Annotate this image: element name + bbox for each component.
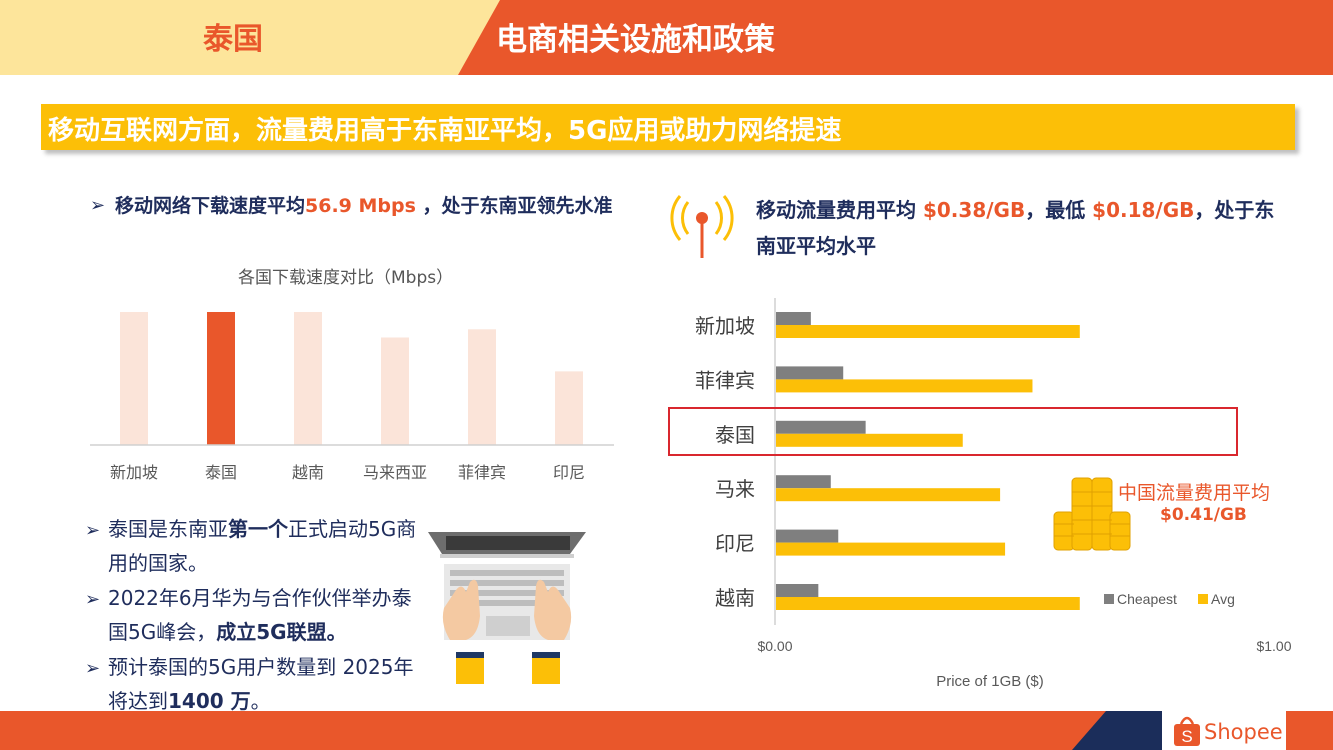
speed-bar [294, 312, 322, 445]
legend-cheapest: Cheapest [1117, 591, 1177, 607]
avg-bar [776, 325, 1080, 338]
legend-avg: Avg [1211, 591, 1235, 607]
left-chart-title: 各国下载速度对比（Mbps） [238, 268, 454, 288]
china-price-value: $0.41/GB [1160, 505, 1247, 525]
right-bullet-mid: ，最低 [1025, 198, 1093, 222]
speed-bar [555, 371, 583, 445]
speed-category-label: 越南 [292, 464, 324, 482]
cheapest-bar [776, 475, 831, 489]
avg-bar [776, 488, 1001, 502]
speed-category-label: 新加坡 [110, 464, 158, 482]
cheapest-bar [776, 312, 811, 325]
right-bullet-pre: 移动流量费用平均 [756, 198, 923, 222]
bullet-arrow-icon: ➢ [85, 520, 101, 541]
x-tick-label: $1.00 [1256, 638, 1291, 654]
bullet-arrow-icon: ➢ [85, 658, 101, 679]
bullet-2-pre: 2022年6月华为与合作伙伴举办泰国5G峰会， [108, 586, 412, 644]
left-bullet-value: 56.9 Mbps [305, 195, 416, 217]
cheapest-bar [776, 366, 844, 380]
banner-text: 移动互联网方面，流量费用高于东南亚平均，5G应用或助力网络提速 [48, 116, 842, 146]
right-bullet-avg: $0.38/GB [922, 198, 1026, 222]
left-bullet-post: ，处于东南亚领先水准 [415, 195, 613, 217]
speed-bar [207, 312, 235, 445]
price-category-label: 泰国 [715, 424, 755, 447]
speed-category-label: 菲律宾 [458, 464, 506, 482]
bullet-3-pre: 预计泰国的5G用户数量到 2025年将达到 [108, 655, 414, 713]
left-bullet-pre: 移动网络下载速度平均 [115, 195, 306, 217]
speed-bar [120, 312, 148, 445]
price-category-label: 马来 [715, 478, 755, 501]
bottom-bullet-3: 预计泰国的5G用户数量到 2025年将达到1400 万。 [108, 650, 428, 718]
x-tick-label: $0.00 [757, 638, 792, 654]
price-category-label: 印尼 [715, 533, 755, 556]
laptop-hands-icon [428, 532, 586, 684]
speed-bar-chart: 新加坡 泰国 越南 马来西亚 菲律宾 印尼 [90, 312, 614, 482]
header-left-band [0, 0, 500, 75]
china-price-label: 中国流量费用平均 [1118, 482, 1271, 504]
avg-bar [776, 597, 1080, 610]
right-bullet-min: $0.18/GB [1092, 198, 1195, 222]
header-country: 泰国 [203, 22, 263, 57]
price-category-label: 越南 [715, 587, 755, 610]
avg-bar [776, 433, 963, 447]
cheapest-bar [776, 420, 866, 434]
shopee-brand-text: Shopee [1204, 720, 1283, 744]
bullet-1-post: 正式启动5G商用的国家。 [108, 517, 417, 575]
speed-bar [381, 337, 409, 445]
legend-swatch-avg [1198, 594, 1208, 604]
bottom-bullet-2: 2022年6月华为与合作伙伴举办泰国5G峰会，成立5G联盟。 [108, 581, 428, 649]
legend-swatch-cheapest [1104, 594, 1114, 604]
speed-bar [468, 329, 496, 445]
price-category-label: 新加坡 [695, 315, 755, 338]
left-bullet: 移动网络下载速度平均56.9 Mbps ，处于东南亚领先水准 [115, 190, 620, 223]
bullet-3-bold: 1400 万 [168, 689, 251, 713]
speed-category-label: 马来西亚 [363, 464, 427, 482]
thailand-highlight-box [668, 407, 1238, 456]
svg-text:S: S [1181, 727, 1192, 746]
header-title: 电商相关设施和政策 [496, 22, 775, 58]
cheapest-bar [776, 584, 819, 597]
avg-bar [776, 379, 1033, 393]
signal-antenna-icon [670, 195, 734, 258]
bottom-bullet-1: 泰国是东南亚第一个正式启动5G商用的国家。 [108, 512, 428, 580]
speed-category-label: 印尼 [553, 464, 585, 482]
bullet-1-bold: 第一个 [228, 517, 288, 541]
right-bullet: 移动流量费用平均 $0.38/GB，最低 $0.18/GB，处于东南亚平均水平 [756, 192, 1286, 264]
avg-bar [776, 542, 1006, 556]
bullet-3-post: 。 [250, 689, 271, 713]
bullet-arrow-icon: ➢ [90, 195, 106, 216]
bullet-1-pre: 泰国是东南亚 [108, 517, 228, 541]
bullet-2-bold: 成立5G联盟。 [216, 620, 347, 644]
banner: 移动互联网方面，流量费用高于东南亚平均，5G应用或助力网络提速 [41, 104, 1295, 150]
x-axis-label: Price of 1GB ($) [936, 673, 1044, 690]
header-right-band [458, 0, 1333, 75]
price-category-label: 菲律宾 [695, 369, 755, 392]
speed-category-label: 泰国 [205, 464, 237, 482]
bullet-arrow-icon: ➢ [85, 589, 101, 610]
shopee-bag-icon: S [1174, 716, 1200, 746]
cheapest-bar [776, 529, 839, 543]
gold-coins-icon [1053, 477, 1131, 551]
right-bullet-post: ，处于东南亚平均水平 [756, 198, 1275, 258]
